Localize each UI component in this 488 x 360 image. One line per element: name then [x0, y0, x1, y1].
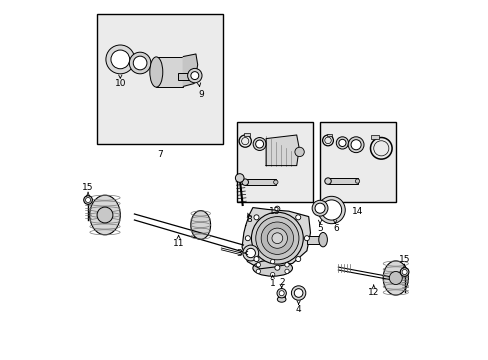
Bar — [370, 135, 378, 139]
Text: 8: 8 — [246, 215, 252, 224]
Circle shape — [388, 271, 402, 284]
Circle shape — [350, 140, 361, 150]
Text: 14: 14 — [351, 207, 363, 216]
Bar — [178, 73, 192, 80]
Circle shape — [347, 137, 363, 153]
Text: 3: 3 — [236, 248, 241, 257]
Text: 1: 1 — [269, 279, 275, 288]
Circle shape — [256, 263, 260, 267]
Circle shape — [273, 180, 277, 184]
Circle shape — [274, 265, 279, 270]
Ellipse shape — [383, 261, 407, 295]
Circle shape — [253, 215, 259, 220]
Circle shape — [129, 52, 151, 74]
Circle shape — [255, 140, 263, 148]
Circle shape — [97, 207, 113, 223]
Text: 13: 13 — [269, 207, 280, 216]
Circle shape — [111, 50, 129, 69]
Text: 11: 11 — [172, 239, 184, 248]
Text: 4: 4 — [295, 305, 301, 314]
Bar — [327, 178, 357, 184]
Text: 5: 5 — [317, 224, 322, 233]
Circle shape — [276, 288, 286, 298]
Circle shape — [311, 200, 327, 216]
Circle shape — [253, 138, 265, 150]
Circle shape — [245, 248, 255, 258]
Bar — [326, 134, 332, 136]
Bar — [237, 122, 312, 202]
Circle shape — [253, 257, 259, 262]
Bar — [156, 57, 183, 87]
Circle shape — [295, 257, 300, 262]
Circle shape — [270, 273, 274, 277]
Bar — [244, 179, 275, 185]
Circle shape — [255, 217, 298, 260]
Ellipse shape — [149, 57, 163, 87]
Circle shape — [338, 139, 346, 147]
Circle shape — [314, 203, 325, 213]
Circle shape — [317, 196, 345, 224]
Bar — [320, 122, 395, 202]
Text: 2: 2 — [278, 278, 284, 287]
Text: 12: 12 — [367, 288, 379, 297]
Circle shape — [267, 228, 287, 248]
Circle shape — [279, 291, 284, 296]
Circle shape — [235, 174, 244, 182]
Circle shape — [321, 200, 341, 220]
Polygon shape — [183, 54, 197, 86]
Circle shape — [285, 263, 288, 267]
Circle shape — [295, 215, 300, 220]
Circle shape — [261, 222, 293, 255]
Circle shape — [242, 179, 248, 185]
Polygon shape — [265, 135, 299, 166]
Ellipse shape — [89, 195, 120, 235]
Circle shape — [336, 137, 348, 149]
Circle shape — [190, 72, 199, 80]
Ellipse shape — [277, 296, 285, 302]
Ellipse shape — [190, 211, 210, 239]
Circle shape — [256, 269, 260, 274]
Circle shape — [291, 286, 305, 300]
Circle shape — [245, 236, 250, 241]
Text: 6: 6 — [333, 224, 339, 233]
Circle shape — [274, 206, 279, 211]
Circle shape — [400, 268, 408, 276]
Ellipse shape — [252, 260, 292, 276]
Circle shape — [285, 269, 288, 274]
Circle shape — [187, 68, 202, 83]
Circle shape — [304, 236, 309, 241]
Text: 15: 15 — [398, 255, 409, 264]
Text: 10: 10 — [114, 79, 126, 88]
Circle shape — [83, 196, 92, 204]
Circle shape — [294, 147, 304, 157]
Circle shape — [133, 56, 146, 70]
Circle shape — [324, 178, 330, 184]
Circle shape — [294, 289, 302, 297]
Text: 15: 15 — [82, 183, 94, 192]
Circle shape — [271, 233, 282, 244]
Circle shape — [355, 179, 359, 183]
Text: 9: 9 — [198, 90, 204, 99]
Circle shape — [270, 260, 274, 264]
Circle shape — [251, 212, 303, 264]
Circle shape — [243, 245, 258, 261]
Circle shape — [106, 45, 134, 74]
Polygon shape — [242, 208, 310, 269]
Ellipse shape — [318, 233, 327, 247]
Circle shape — [401, 270, 407, 275]
Circle shape — [85, 198, 90, 203]
Text: 7: 7 — [157, 150, 163, 159]
Bar — [244, 133, 250, 136]
Bar — [306, 236, 323, 244]
Bar — [97, 14, 223, 144]
